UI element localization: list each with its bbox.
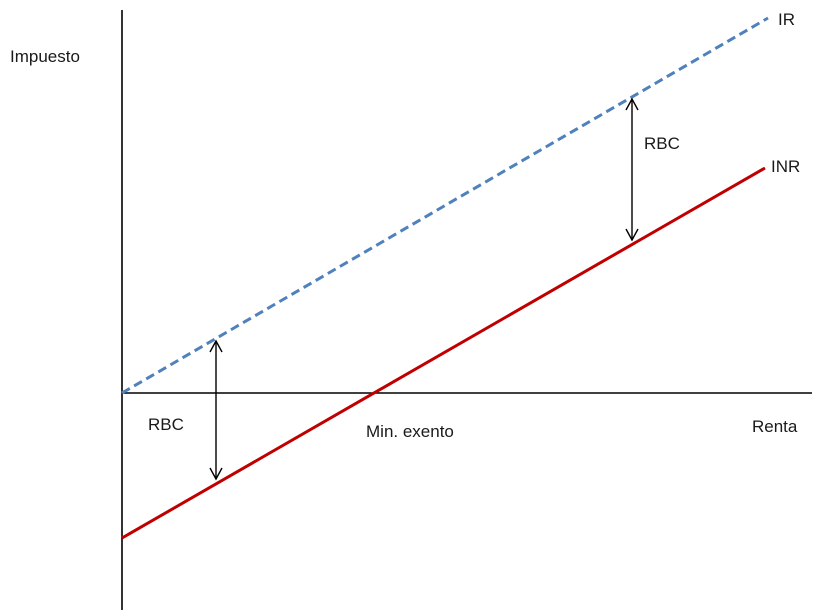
inr-line (121, 166, 766, 540)
ir-line (121, 16, 769, 395)
gap-right-label: RBC (644, 134, 680, 153)
x-axis-label: Renta (752, 417, 798, 436)
gap-left-label: RBC (148, 415, 184, 434)
inr-label: INR (771, 157, 800, 176)
y-axis-label: Impuesto (10, 47, 80, 66)
ir-label: IR (778, 10, 795, 29)
threshold-label: Min. exento (366, 422, 454, 441)
